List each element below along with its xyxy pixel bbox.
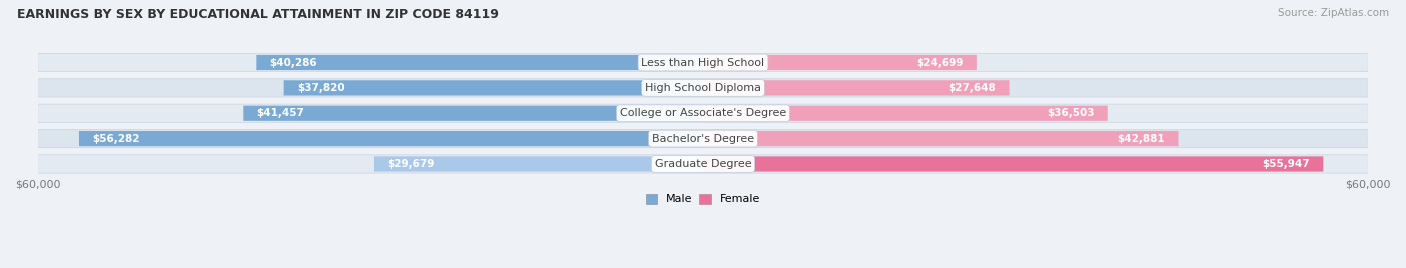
FancyBboxPatch shape bbox=[256, 55, 703, 70]
Text: $56,282: $56,282 bbox=[93, 134, 139, 144]
Text: $42,881: $42,881 bbox=[1118, 134, 1166, 144]
Text: College or Associate's Degree: College or Associate's Degree bbox=[620, 108, 786, 118]
Text: $55,947: $55,947 bbox=[1263, 159, 1310, 169]
FancyBboxPatch shape bbox=[243, 106, 703, 121]
FancyBboxPatch shape bbox=[703, 55, 977, 70]
FancyBboxPatch shape bbox=[284, 80, 703, 95]
Text: Graduate Degree: Graduate Degree bbox=[655, 159, 751, 169]
FancyBboxPatch shape bbox=[38, 129, 1368, 148]
Text: Source: ZipAtlas.com: Source: ZipAtlas.com bbox=[1278, 8, 1389, 18]
FancyBboxPatch shape bbox=[703, 131, 1178, 146]
FancyBboxPatch shape bbox=[703, 156, 1323, 172]
Text: $24,699: $24,699 bbox=[917, 58, 963, 68]
Text: $40,286: $40,286 bbox=[270, 58, 318, 68]
Text: Bachelor's Degree: Bachelor's Degree bbox=[652, 134, 754, 144]
FancyBboxPatch shape bbox=[374, 156, 703, 172]
FancyBboxPatch shape bbox=[703, 80, 1010, 95]
Legend: Male, Female: Male, Female bbox=[644, 191, 762, 207]
FancyBboxPatch shape bbox=[79, 131, 703, 146]
Text: Less than High School: Less than High School bbox=[641, 58, 765, 68]
FancyBboxPatch shape bbox=[38, 53, 1368, 72]
FancyBboxPatch shape bbox=[38, 79, 1368, 97]
FancyBboxPatch shape bbox=[38, 104, 1368, 122]
Text: $41,457: $41,457 bbox=[257, 108, 305, 118]
Text: $36,503: $36,503 bbox=[1047, 108, 1094, 118]
Text: $27,648: $27,648 bbox=[949, 83, 997, 93]
FancyBboxPatch shape bbox=[703, 106, 1108, 121]
Text: EARNINGS BY SEX BY EDUCATIONAL ATTAINMENT IN ZIP CODE 84119: EARNINGS BY SEX BY EDUCATIONAL ATTAINMEN… bbox=[17, 8, 499, 21]
FancyBboxPatch shape bbox=[38, 155, 1368, 173]
Text: $29,679: $29,679 bbox=[387, 159, 434, 169]
Text: $37,820: $37,820 bbox=[297, 83, 344, 93]
Text: High School Diploma: High School Diploma bbox=[645, 83, 761, 93]
